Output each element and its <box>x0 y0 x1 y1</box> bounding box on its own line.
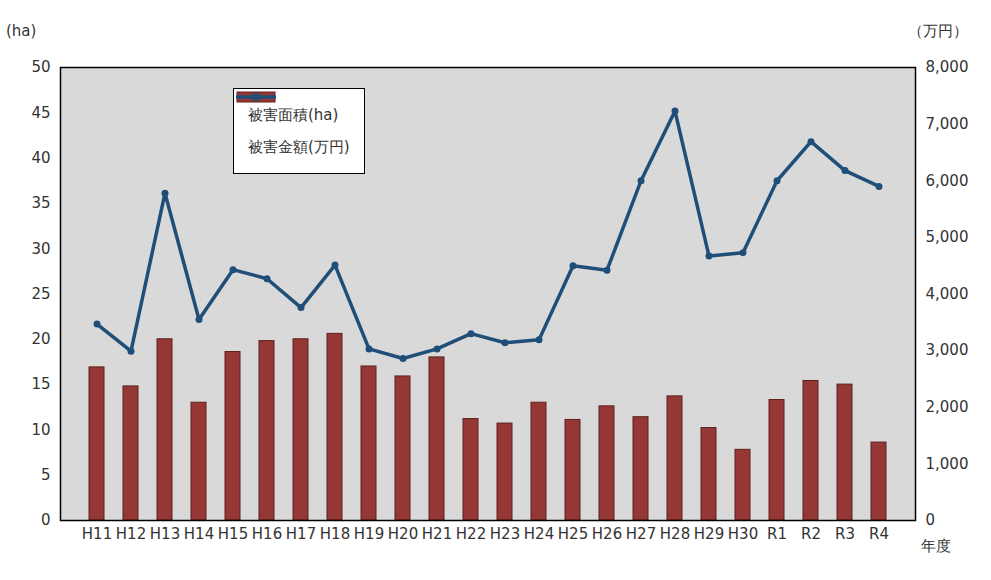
svg-text:H30: H30 <box>728 525 758 543</box>
svg-text:2,000: 2,000 <box>926 398 969 416</box>
svg-text:H19: H19 <box>354 525 384 543</box>
svg-text:H27: H27 <box>626 525 656 543</box>
svg-text:20: 20 <box>31 330 50 348</box>
html-text:被害金額(万円): 被害金額(万円) <box>248 137 350 156</box>
svg-text:R2: R2 <box>801 525 821 543</box>
html-text:(ha): (ha) <box>6 22 37 40</box>
svg-text:15: 15 <box>31 375 50 393</box>
svg-text:50: 50 <box>31 58 50 76</box>
svg-text:40: 40 <box>31 149 50 167</box>
svg-text:6,000: 6,000 <box>926 172 969 190</box>
svg-text:H18: H18 <box>320 525 350 543</box>
svg-text:45: 45 <box>31 104 50 122</box>
svg-text:7,000: 7,000 <box>926 115 969 133</box>
svg-text:H28: H28 <box>660 525 690 543</box>
svg-text:H24: H24 <box>524 525 554 543</box>
svg-text:H26: H26 <box>592 525 622 543</box>
svg-text:H20: H20 <box>388 525 418 543</box>
svg-text:10: 10 <box>31 421 50 439</box>
svg-text:4,000: 4,000 <box>926 285 969 303</box>
svg-text:R4: R4 <box>869 525 889 543</box>
svg-text:1,000: 1,000 <box>926 455 969 473</box>
svg-text:0: 0 <box>926 511 936 529</box>
svg-text:H25: H25 <box>558 525 588 543</box>
svg-text:30: 30 <box>31 240 50 258</box>
svg-text:25: 25 <box>31 285 50 303</box>
svg-text:H23: H23 <box>490 525 520 543</box>
html-text:被害面積(ha): 被害面積(ha) <box>248 105 339 124</box>
svg-text:H13: H13 <box>150 525 180 543</box>
svg-text:8,000: 8,000 <box>926 58 969 76</box>
svg-text:H29: H29 <box>694 525 724 543</box>
svg-text:H14: H14 <box>184 525 214 543</box>
svg-text:H22: H22 <box>456 525 486 543</box>
svg-text:H11: H11 <box>82 525 112 543</box>
svg-text:H21: H21 <box>422 525 452 543</box>
svg-text:H17: H17 <box>286 525 316 543</box>
svg-text:35: 35 <box>31 194 50 212</box>
html-text:年度: 年度 <box>921 537 951 555</box>
svg-text:R1: R1 <box>767 525 787 543</box>
html-text:（万円）: （万円） <box>908 22 968 40</box>
svg-text:5: 5 <box>41 466 51 484</box>
svg-text:H15: H15 <box>218 525 248 543</box>
svg-text:H16: H16 <box>252 525 282 543</box>
svg-text:H12: H12 <box>116 525 146 543</box>
svg-text:3,000: 3,000 <box>926 341 969 359</box>
svg-text:5,000: 5,000 <box>926 228 969 246</box>
svg-text:0: 0 <box>41 511 51 529</box>
svg-text:R3: R3 <box>835 525 855 543</box>
